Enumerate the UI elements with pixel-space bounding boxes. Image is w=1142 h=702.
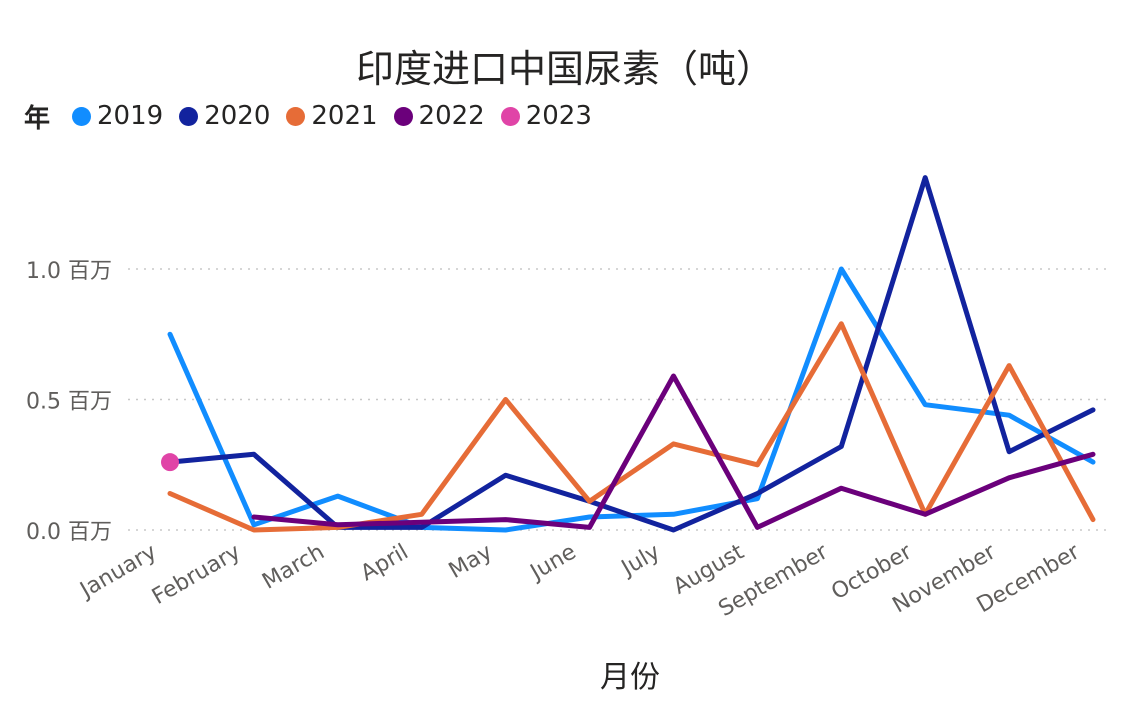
x-tick-label-0: January bbox=[75, 540, 161, 604]
legend-marker-2019 bbox=[72, 106, 92, 126]
chart-title: 印度进口中国尿素（吨） bbox=[355, 47, 774, 91]
legend-item-2021[interactable]: 2021 bbox=[286, 101, 378, 131]
legend-item-2023[interactable]: 2023 bbox=[500, 101, 592, 131]
series-line-2022 bbox=[251, 373, 1096, 530]
legend-marker-2020 bbox=[179, 106, 199, 126]
legend-label-2019: 2019 bbox=[97, 101, 164, 131]
x-tick-label-5: June bbox=[525, 540, 581, 587]
series-point-2023 bbox=[161, 453, 179, 472]
legend: 年 2019 2020 2021 2022 2023 bbox=[24, 100, 608, 134]
x-tick-label-4: May bbox=[445, 540, 497, 584]
legend-label-2022: 2022 bbox=[418, 101, 485, 131]
x-tick-label-2: March bbox=[258, 540, 329, 595]
x-axis-title: 月份 bbox=[600, 660, 660, 695]
legend-item-2022[interactable]: 2022 bbox=[393, 101, 485, 131]
legend-label-2023: 2023 bbox=[525, 101, 592, 131]
y-tick-label-2: 1.0 百万 bbox=[26, 259, 112, 284]
legend-item-2020[interactable]: 2020 bbox=[179, 101, 270, 131]
series-line-2019 bbox=[167, 266, 1096, 533]
legend-marker-2021 bbox=[286, 106, 306, 126]
series-line-2020 bbox=[167, 175, 1096, 533]
y-tick-label-0: 0.0 百万 bbox=[26, 520, 112, 545]
legend-marker-2023 bbox=[500, 106, 520, 126]
x-tick-label-1: February bbox=[148, 540, 245, 610]
legend-label-2020: 2020 bbox=[204, 101, 271, 131]
x-tick-label-3: April bbox=[357, 540, 413, 587]
x-tick-label-6: July bbox=[616, 540, 665, 582]
legend-item-2019[interactable]: 2019 bbox=[72, 101, 163, 131]
y-tick-label-1: 0.5 百万 bbox=[26, 390, 112, 415]
legend-title: 年 bbox=[24, 103, 51, 134]
series-line-2021 bbox=[167, 321, 1096, 533]
legend-label-2021: 2021 bbox=[311, 101, 378, 131]
legend-marker-2022 bbox=[393, 106, 413, 126]
